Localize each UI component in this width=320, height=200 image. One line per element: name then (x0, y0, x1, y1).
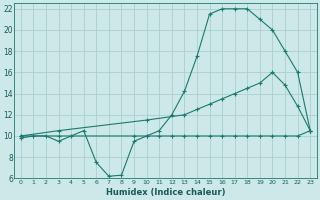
X-axis label: Humidex (Indice chaleur): Humidex (Indice chaleur) (106, 188, 225, 197)
